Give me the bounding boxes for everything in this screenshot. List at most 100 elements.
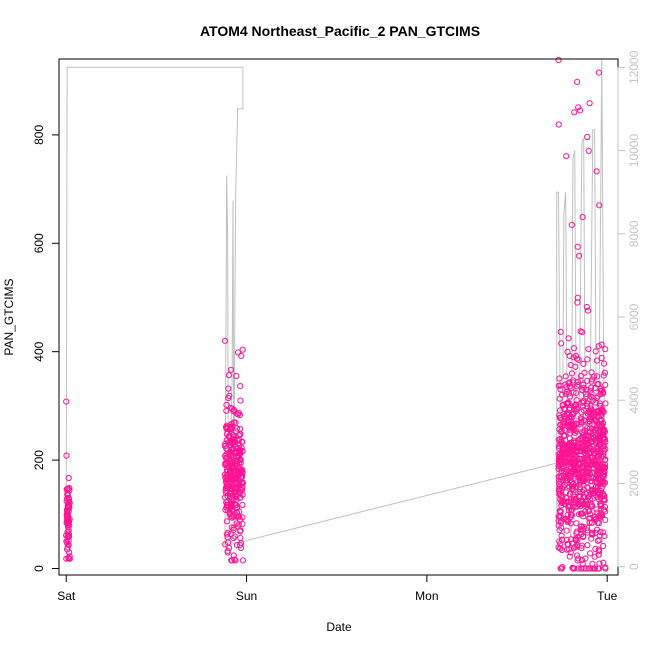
data-point <box>597 473 604 480</box>
data-point <box>587 434 595 441</box>
data-point <box>602 565 609 572</box>
data-point <box>570 469 577 476</box>
data-point <box>587 387 594 394</box>
data-point <box>579 429 586 436</box>
data-point <box>594 373 601 380</box>
data-point <box>563 153 570 160</box>
data-point <box>584 133 591 141</box>
data-point <box>555 121 562 128</box>
data-point <box>227 450 234 457</box>
data-point <box>236 446 243 453</box>
x-tick-label: Mon <box>415 589 438 603</box>
data-point <box>600 430 607 437</box>
data-point <box>596 548 603 555</box>
data-point <box>556 454 563 461</box>
data-point <box>597 494 604 501</box>
data-point <box>596 532 603 539</box>
data-point <box>591 373 598 380</box>
data-point <box>228 557 235 564</box>
data-point <box>573 520 580 527</box>
data-point <box>587 550 594 557</box>
data-point <box>563 527 570 534</box>
data-point <box>558 391 566 398</box>
data-point <box>570 491 577 498</box>
data-point <box>593 464 600 471</box>
data-point <box>573 447 580 454</box>
data-point <box>589 397 596 404</box>
y-tick-label: 800 <box>32 125 46 145</box>
data-point <box>557 492 565 500</box>
data-point <box>572 420 579 427</box>
data-point <box>239 520 246 528</box>
data-point <box>602 346 609 353</box>
data-point <box>233 542 241 549</box>
data-point <box>591 513 598 520</box>
data-point <box>64 485 71 492</box>
data-point <box>576 473 583 480</box>
data-point <box>222 487 229 494</box>
data-point <box>568 370 576 377</box>
data-point <box>224 549 231 556</box>
data-point <box>582 565 589 572</box>
data-point <box>582 390 590 398</box>
data-point <box>564 519 571 526</box>
data-point <box>570 483 577 490</box>
data-point <box>595 69 603 76</box>
data-point <box>575 104 582 111</box>
data-point <box>228 456 235 463</box>
data-point <box>568 512 576 519</box>
data-point <box>583 303 590 311</box>
data-point <box>600 529 607 536</box>
data-point <box>238 438 245 445</box>
data-point <box>588 378 595 385</box>
data-point <box>580 493 588 501</box>
data-point <box>63 398 70 405</box>
data-point <box>597 501 604 508</box>
y-axis-right: 0 2000 4000 6000 8000 10000 12000 <box>617 50 641 570</box>
data-point <box>566 393 574 400</box>
data-point <box>237 534 244 542</box>
data-point <box>574 383 581 390</box>
data-point <box>566 410 573 418</box>
data-point <box>575 378 582 386</box>
data-point <box>574 500 582 508</box>
data-point <box>577 484 584 491</box>
data-point <box>602 446 609 453</box>
data-point <box>558 536 566 543</box>
data-point <box>557 519 565 526</box>
data-point <box>601 497 608 504</box>
data-point <box>580 360 587 367</box>
data-point <box>600 478 607 485</box>
data-point <box>563 546 570 553</box>
data-point <box>594 427 602 434</box>
data-point <box>599 446 606 453</box>
data-point <box>577 328 584 335</box>
data-point <box>597 385 604 393</box>
data-point <box>235 521 242 528</box>
data-point <box>64 502 72 509</box>
data-point <box>563 469 570 476</box>
data-point <box>227 425 234 433</box>
data-point <box>579 214 586 221</box>
data-point <box>558 340 565 347</box>
data-point <box>575 421 582 428</box>
data-point <box>598 423 605 430</box>
data-point <box>556 527 563 534</box>
data-point <box>223 431 230 438</box>
data-point <box>595 480 602 488</box>
data-point <box>556 480 563 487</box>
data-point <box>234 485 241 492</box>
x-axis: Sat Sun Mon Tue <box>57 574 618 603</box>
data-point <box>225 385 232 392</box>
data-point <box>584 377 591 384</box>
data-point <box>573 397 580 404</box>
data-point <box>574 243 581 250</box>
data-point <box>579 446 587 453</box>
data-point <box>65 498 72 505</box>
data-point <box>602 516 609 524</box>
data-point <box>595 519 603 527</box>
data-point <box>557 428 564 435</box>
data-point <box>227 366 235 373</box>
data-point <box>223 401 230 409</box>
data-point <box>556 375 563 382</box>
